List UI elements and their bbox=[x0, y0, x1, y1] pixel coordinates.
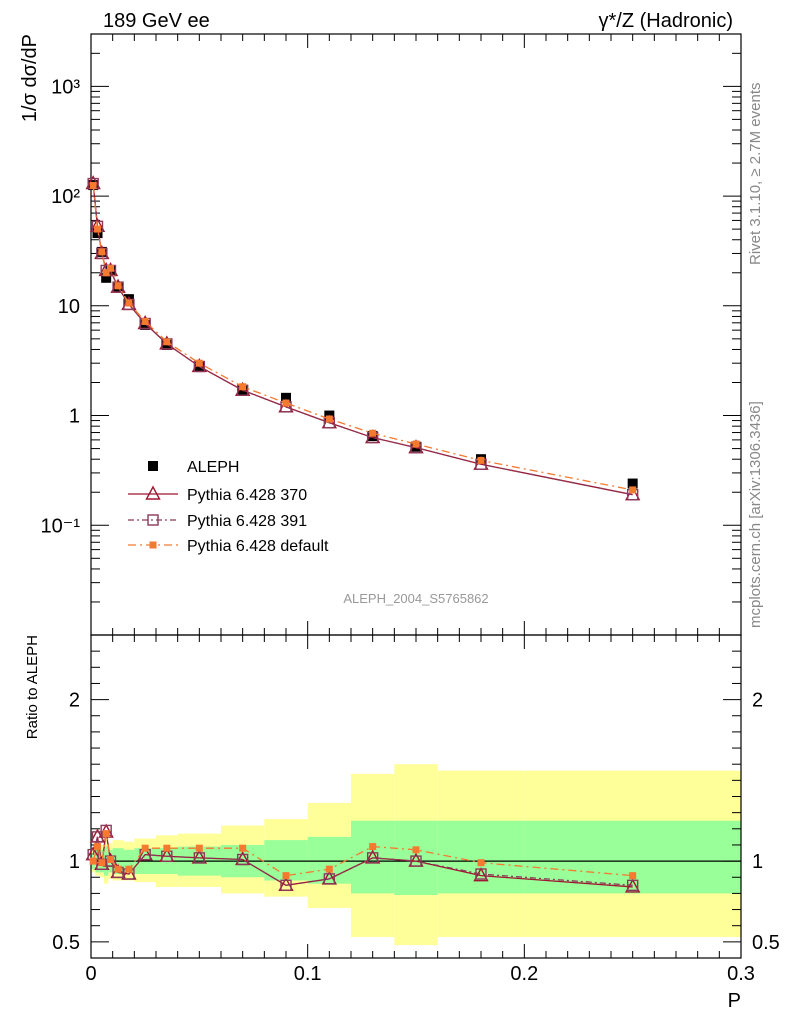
legend: ALEPH Pythia 6.428 370 Pythia 6.428 391 Pyt… bbox=[128, 459, 329, 555]
series-0-point bbox=[281, 392, 291, 403]
ratio-series bbox=[85, 823, 641, 893]
uncertainty-bands bbox=[91, 764, 741, 946]
x-axis-label: P bbox=[728, 990, 741, 1012]
ratio-series-1-point bbox=[624, 878, 641, 893]
ratio-series-3-point bbox=[477, 859, 485, 867]
series-3-point bbox=[629, 486, 637, 494]
series-0-point bbox=[101, 272, 112, 283]
ratio-series-3-point bbox=[325, 865, 333, 873]
series-3-point bbox=[125, 299, 133, 307]
ratio-series-2-point bbox=[91, 831, 104, 843]
ratio-series-3-point bbox=[94, 843, 101, 851]
main-series bbox=[85, 175, 641, 501]
series-3-point bbox=[195, 359, 203, 367]
series-3-point bbox=[412, 440, 420, 448]
series-3-point bbox=[98, 248, 106, 256]
series-3-point bbox=[107, 264, 114, 272]
legend-marker-1 bbox=[145, 485, 161, 500]
series-1-line bbox=[92, 183, 633, 496]
x-tick-label: 0.2 bbox=[510, 963, 538, 985]
ratio-y-tick-label-right: 1 bbox=[752, 851, 763, 873]
ratio-series-3-point bbox=[102, 830, 110, 838]
series-0-point bbox=[627, 478, 638, 489]
ratio-series-2-point bbox=[366, 852, 379, 864]
ratio-axes: 0 0.1 0.2 0.3 0.5 0.5 1 1 2 2 bbox=[52, 634, 780, 985]
ratio-series-2-point bbox=[475, 868, 487, 880]
band-inner-16 bbox=[524, 820, 741, 894]
ratio-series-2-point bbox=[626, 879, 639, 892]
analysis-tag: ALEPH_2004_S5765862 bbox=[343, 591, 488, 606]
ratio-series-2-line bbox=[92, 830, 633, 887]
ratio-series-3-point bbox=[369, 843, 377, 851]
series-2-line bbox=[92, 183, 633, 496]
ratio-series-3-point bbox=[125, 865, 133, 873]
series-3-line bbox=[92, 185, 633, 491]
series-3-point bbox=[163, 338, 171, 346]
main-y-tick-label: 10² bbox=[51, 186, 80, 208]
ratio-series-2-point bbox=[323, 873, 336, 885]
ratio-y-tick-label-left: 0.5 bbox=[52, 932, 80, 954]
main-y-tick-label: 10 bbox=[58, 296, 80, 318]
legend-marker-2 bbox=[147, 514, 159, 526]
series-3-point bbox=[282, 399, 290, 407]
ratio-series-3-point bbox=[141, 844, 149, 852]
main-y-tick-label: 10³ bbox=[51, 76, 80, 98]
series-3-point bbox=[325, 415, 333, 423]
mcplots-text: mcplots.cern.ch [arXiv:1306.3436] bbox=[747, 401, 764, 628]
ratio-series-3-point bbox=[239, 844, 247, 852]
x-tick-label: 0 bbox=[85, 963, 96, 985]
series-0-point bbox=[92, 228, 103, 239]
ratio-series-2-point bbox=[236, 853, 249, 866]
legend-marker-3 bbox=[149, 541, 157, 549]
header-left: 189 GeV ee bbox=[103, 10, 210, 32]
rivet-version-text: Rivet 3.1.10, ≥ 2.7M events bbox=[747, 83, 764, 266]
ratio-y-tick-label-left: 1 bbox=[69, 851, 80, 873]
series-3-point bbox=[94, 225, 101, 233]
series-3-point bbox=[369, 429, 377, 437]
legend-marker-0 bbox=[148, 461, 158, 471]
legend-label-1: Pythia 6.428 370 bbox=[187, 487, 307, 504]
ratio-series-3-point bbox=[98, 859, 106, 867]
series-3-point bbox=[114, 282, 122, 290]
ratio-series-3-point bbox=[114, 865, 122, 873]
main-y-tick-label: 10⁻¹ bbox=[41, 515, 81, 537]
series-2-point bbox=[112, 281, 124, 293]
ratio-series-2-point bbox=[193, 852, 206, 864]
series-3-point bbox=[239, 383, 247, 391]
ratio-y-tick-label-right: 2 bbox=[752, 690, 763, 712]
ratio-y-tick-label-left: 2 bbox=[69, 690, 80, 712]
x-tick-label: 0.3 bbox=[727, 963, 755, 985]
legend-label-2: Pythia 6.428 391 bbox=[187, 513, 307, 530]
series-3-point bbox=[89, 181, 97, 189]
series-3-point bbox=[477, 456, 485, 464]
ratio-series-3-point bbox=[195, 844, 203, 852]
ratio-series-3-point bbox=[282, 872, 290, 880]
main-axes: 10⁻¹ 1 10 10² 10³ bbox=[41, 33, 742, 636]
header-right: γ*/Z (Hadronic) bbox=[599, 10, 733, 32]
main-y-tick-label: 1 bbox=[69, 406, 80, 428]
series-3-point bbox=[102, 269, 110, 277]
legend-label-0: ALEPH bbox=[187, 459, 239, 476]
band-inner-14 bbox=[394, 820, 438, 896]
series-3-point bbox=[141, 317, 149, 325]
legend-label-3: Pythia 6.428 default bbox=[187, 538, 329, 555]
ratio-series-2-point bbox=[280, 879, 292, 892]
ratio-series-3-point bbox=[163, 844, 171, 852]
ratio-series-3-point bbox=[107, 855, 114, 863]
band-inner-13 bbox=[351, 820, 395, 894]
ratio-series-3-point bbox=[412, 846, 420, 854]
ratio-series-3-point bbox=[629, 872, 637, 880]
main-y-label: 1/σ dσ/dP bbox=[19, 34, 41, 122]
band-inner-12 bbox=[307, 836, 351, 884]
ratio-series-2-point bbox=[410, 855, 422, 867]
ratio-y-tick-label-right: 0.5 bbox=[752, 932, 780, 954]
ratio-y-label: Ratio to ALEPH bbox=[24, 635, 41, 739]
x-tick-label: 0.1 bbox=[294, 963, 322, 985]
series-2-point bbox=[123, 298, 135, 311]
ratio-series-3-point bbox=[89, 857, 97, 865]
